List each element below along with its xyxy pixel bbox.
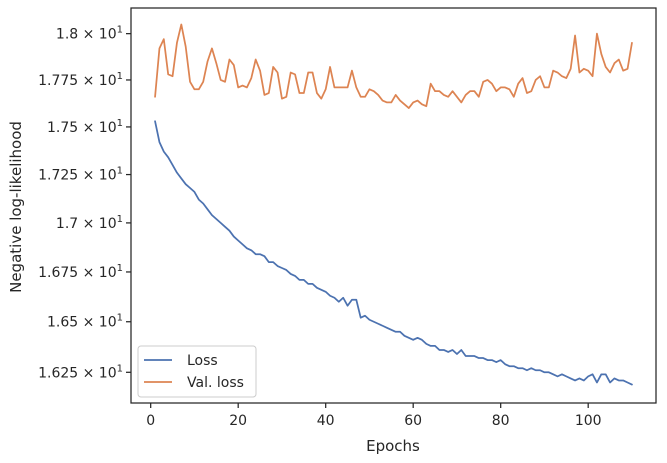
legend-label-loss: Loss [187, 353, 218, 369]
x-tick-label: 80 [492, 413, 510, 429]
plot-frame [130, 7, 657, 404]
y-tick-label: 1.8 × 101 [56, 25, 123, 43]
x-tick-label: 0 [146, 413, 155, 429]
y-tick-label: 1.65 × 101 [47, 313, 123, 331]
y-axis-title: Negative log-likelihood [7, 121, 25, 293]
series-line-val-loss [154, 23, 633, 109]
plot-lines [154, 23, 633, 386]
x-axis-title: Epochs [366, 437, 420, 455]
x-tick-label: 20 [229, 413, 247, 429]
y-tick-label: 1.7 × 101 [56, 214, 123, 232]
legend-box [137, 345, 257, 398]
y-tick-label: 1.675 × 101 [38, 263, 123, 281]
x-tick-label: 100 [575, 413, 602, 429]
x-tick-label: 40 [317, 413, 335, 429]
y-tick-label: 1.625 × 101 [38, 363, 123, 381]
y-tick-label: 1.725 × 101 [38, 166, 123, 184]
x-axis-ticks: 0 20 40 60 80 100 [146, 403, 602, 429]
series-line-loss [154, 120, 633, 386]
legend-label-val-loss: Val. loss [187, 375, 244, 391]
y-tick-label: 1.775 × 101 [38, 71, 123, 89]
y-tick-label: 1.75 × 101 [47, 118, 123, 136]
x-tick-label: 60 [404, 413, 422, 429]
y-axis-ticks: 1.625 × 101 1.65 × 101 1.675 × 101 1.7 × 10… [38, 25, 131, 381]
legend: Loss Val. loss [137, 345, 257, 398]
